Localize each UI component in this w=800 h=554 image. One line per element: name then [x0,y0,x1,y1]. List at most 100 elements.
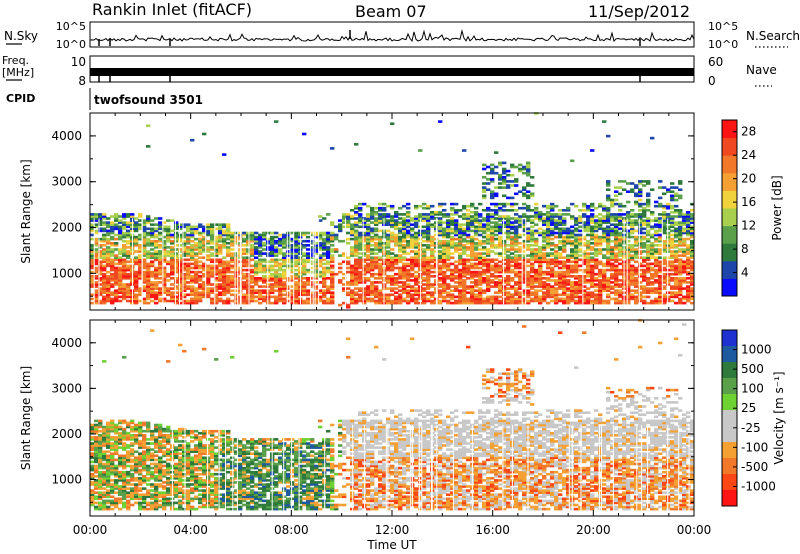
power-cell [650,275,655,278]
power-cell [282,260,287,264]
power-cell [362,231,367,235]
power-cell [390,223,395,226]
power-cell [354,260,359,264]
power-cell [146,244,151,247]
power-cell [462,295,467,299]
power-cell [210,225,215,229]
power-cell [582,254,587,257]
power-cell [162,285,167,288]
power-cell [430,283,435,286]
power-cell [350,297,355,301]
power-cell [214,301,219,305]
power-cell [258,289,263,292]
power-cell [214,299,219,303]
power-cell [354,229,359,233]
power-cell [370,268,375,272]
power-cell [458,281,463,284]
power-cell [254,250,259,253]
power-cell [310,262,315,266]
power-cell [522,277,527,280]
power-cell [366,246,371,249]
power-cell [162,266,167,270]
power-cell [338,270,343,274]
power-cell [334,237,339,241]
power-cell [490,246,495,249]
power-cell [442,229,447,233]
power-cell [294,233,299,237]
power-cell [542,293,547,297]
power-cell [390,260,395,264]
power-cell [498,281,503,284]
power-cell [510,239,515,243]
power-cell [230,299,235,303]
power-cell [610,264,615,268]
power-cell [626,297,631,301]
power-cell [558,209,563,212]
power-cell [398,301,403,305]
power-cell [618,258,623,262]
power-cell [582,209,587,212]
power-cell [598,291,603,294]
power-cell [486,235,491,239]
power-cell [614,217,619,220]
power-cell [450,279,455,282]
power-cell [518,295,523,299]
power-cell [582,289,587,292]
power-cell [258,295,263,299]
power-cell [142,252,147,255]
power-cell [566,287,571,290]
power-cell [634,272,639,276]
power-cell [390,275,395,278]
power-cell [666,204,671,208]
power-cell [426,287,431,290]
power-cell [138,215,143,218]
power-cell [162,287,167,290]
power-cell [366,277,371,280]
power-cell [286,279,291,282]
power-cell [370,252,375,255]
power-cell [486,171,491,175]
power-cell [394,225,399,229]
power-cell [506,262,511,266]
power-cell [114,283,119,286]
power-cell [394,237,399,241]
power-cell [610,275,615,278]
power-cell [590,268,595,272]
power-cell [686,299,691,303]
power-cell [210,235,215,239]
power-cell [658,297,663,301]
power-cell [426,244,431,247]
power-cell [314,246,319,249]
power-cell [338,262,343,266]
power-cell [654,256,659,259]
power-cell [214,248,219,251]
power-cell [246,252,251,255]
power-cell [330,285,335,288]
power-cell [234,262,239,266]
power-cell [442,295,447,299]
power-cell [630,244,635,247]
power-cell [630,223,635,226]
power-cell [282,252,287,255]
power-cell [122,248,127,251]
power-cell [198,270,203,274]
power-cell [614,215,619,218]
power-cell [670,256,675,259]
power-cell [498,235,503,239]
power-cell [406,270,411,274]
power-cell [530,275,535,278]
power-cell [474,211,479,214]
power-cell [410,264,415,268]
power-cell [114,293,119,297]
power-cell [662,231,667,235]
power-cell [518,293,523,297]
power-cell [570,254,575,257]
power-cell [202,285,207,288]
power-cell [566,209,571,212]
power-cell [134,272,139,276]
power-cell [442,231,447,235]
power-cell [262,264,267,268]
power-cell [166,272,171,276]
power-cell [526,277,531,280]
